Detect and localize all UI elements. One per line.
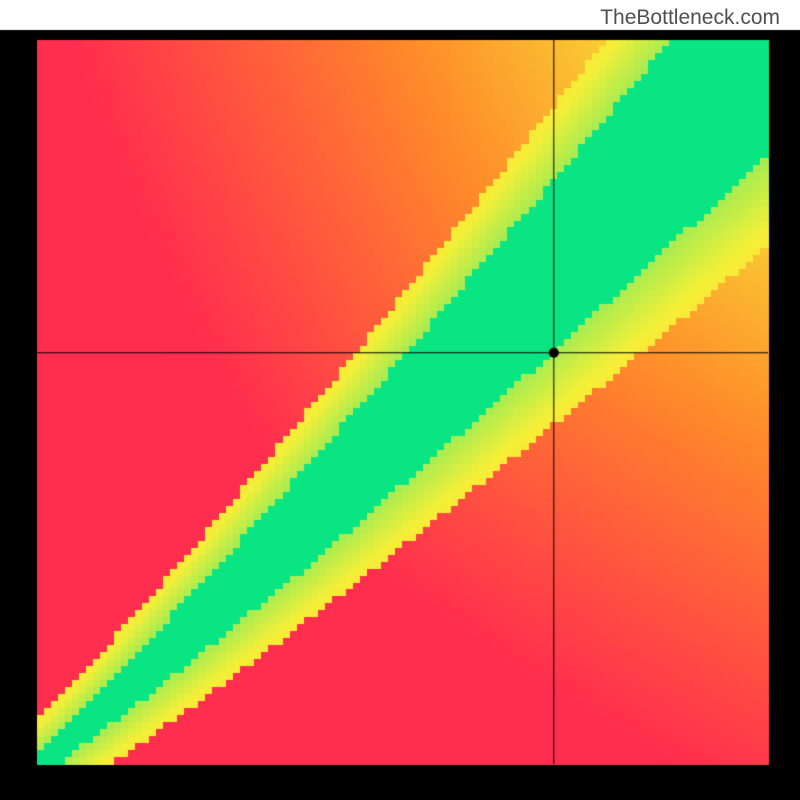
watermark-text: TheBottleneck.com <box>600 6 780 30</box>
heatmap-canvas <box>0 0 800 800</box>
chart-container: TheBottleneck.com <box>0 0 800 800</box>
